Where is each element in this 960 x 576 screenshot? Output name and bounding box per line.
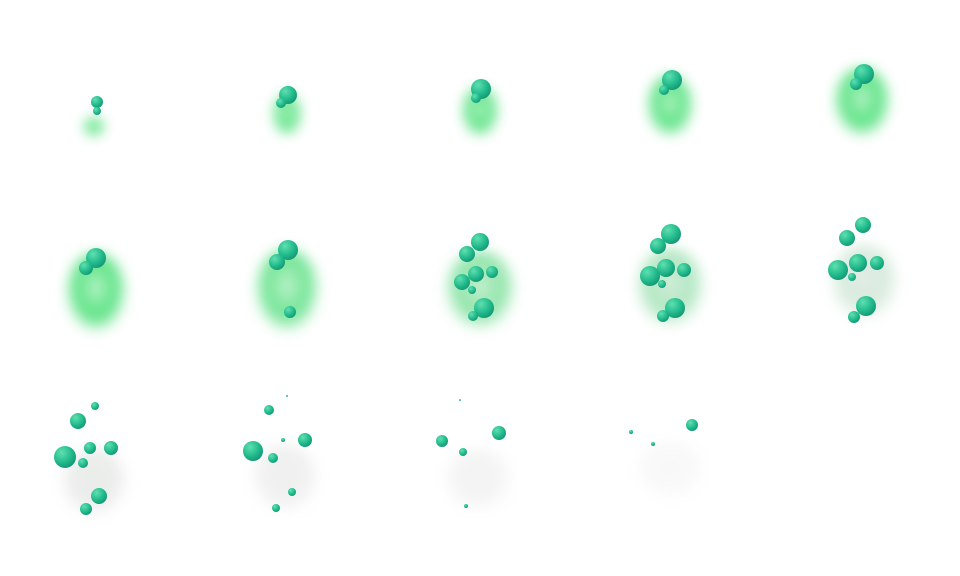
- green-bubble: [677, 263, 691, 277]
- green-bubble: [91, 488, 107, 504]
- green-bubble: [657, 259, 675, 277]
- green-bubble: [848, 273, 856, 281]
- green-bubble: [657, 310, 669, 322]
- green-bubble: [272, 504, 280, 512]
- green-bubble: [269, 254, 285, 270]
- green-bubble: [70, 413, 86, 429]
- smoke-cloud: [635, 247, 705, 327]
- green-bubble: [459, 448, 467, 456]
- green-bubble: [659, 85, 669, 95]
- green-bubble: [91, 96, 103, 108]
- green-bubble: [281, 438, 285, 442]
- green-bubble: [459, 399, 461, 401]
- green-bubble: [474, 298, 494, 318]
- green-bubble: [464, 504, 468, 508]
- green-bubble: [468, 286, 476, 294]
- green-bubble: [298, 433, 312, 447]
- green-bubble: [665, 298, 685, 318]
- green-bubble: [243, 441, 263, 461]
- green-bubble: [650, 238, 666, 254]
- smoke-cloud: [635, 440, 705, 500]
- green-bubble: [286, 395, 288, 397]
- green-bubble: [468, 311, 478, 321]
- green-bubble: [79, 261, 93, 275]
- smoke-cloud: [65, 252, 127, 332]
- smoke-cloud: [829, 244, 899, 320]
- green-bubble: [651, 442, 655, 446]
- green-bubble: [54, 446, 76, 468]
- green-bubble: [278, 240, 298, 260]
- green-bubble: [104, 441, 118, 455]
- green-bubble: [454, 274, 470, 290]
- green-bubble: [268, 453, 278, 463]
- green-bubble: [471, 93, 481, 103]
- green-bubble: [856, 296, 876, 316]
- green-bubble: [93, 107, 101, 115]
- green-bubble: [855, 217, 871, 233]
- green-bubble: [662, 70, 682, 90]
- green-bubble: [78, 458, 88, 468]
- smoke-cloud: [83, 117, 105, 137]
- green-bubble: [284, 306, 296, 318]
- green-bubble: [686, 419, 698, 431]
- green-bubble: [629, 430, 633, 434]
- green-bubble: [850, 78, 862, 90]
- smoke-cloud: [443, 448, 513, 512]
- green-bubble: [854, 64, 874, 84]
- green-bubble: [870, 256, 884, 270]
- smoke-cloud: [833, 67, 891, 137]
- green-bubble: [658, 280, 666, 288]
- green-bubble: [849, 254, 867, 272]
- green-bubble: [279, 86, 297, 104]
- green-bubble: [468, 266, 484, 282]
- green-bubble: [486, 266, 498, 278]
- green-bubble: [288, 488, 296, 496]
- green-bubble: [839, 230, 855, 246]
- smoke-cloud: [59, 447, 129, 517]
- green-bubble: [264, 405, 274, 415]
- green-bubble: [459, 246, 475, 262]
- green-bubble: [492, 426, 506, 440]
- green-bubble: [91, 402, 99, 410]
- green-bubble: [436, 435, 448, 447]
- smoke-cloud: [250, 443, 320, 513]
- green-bubble: [828, 260, 848, 280]
- smoke-cloud: [272, 94, 302, 136]
- green-bubble: [86, 248, 106, 268]
- green-bubble: [276, 98, 286, 108]
- green-bubble: [80, 503, 92, 515]
- smoke-cloud: [254, 248, 320, 332]
- smoke-cloud: [461, 87, 499, 137]
- smoke-cloud: [444, 250, 516, 330]
- green-bubble: [471, 233, 489, 251]
- green-bubble: [661, 224, 681, 244]
- green-bubble: [471, 79, 491, 99]
- green-bubble: [84, 442, 96, 454]
- smoke-cloud: [646, 75, 694, 137]
- green-bubble: [848, 311, 860, 323]
- green-bubble: [640, 266, 660, 286]
